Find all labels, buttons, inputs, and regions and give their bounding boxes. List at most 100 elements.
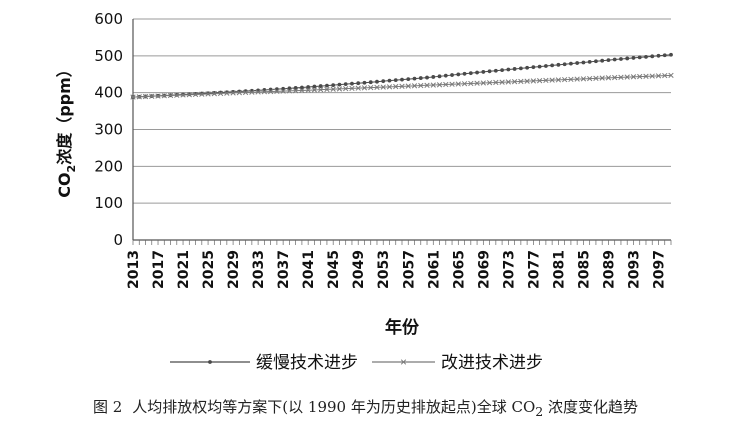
marker-stroke: [374, 84, 380, 91]
series-1-point: [556, 62, 561, 67]
marker-stroke: [612, 74, 618, 81]
x-tick-label: 2089: [601, 250, 617, 289]
series-2-point: [130, 94, 136, 100]
marker-stroke: [511, 79, 518, 85]
series-2-point: [349, 85, 355, 92]
series-2-point: [374, 84, 380, 91]
series-2-point: [505, 79, 512, 85]
series-2-point: [549, 77, 555, 83]
marker-stroke: [330, 86, 336, 92]
marker-stroke: [380, 84, 386, 90]
marker-stroke: [349, 85, 355, 92]
figure-number: 图 2: [92, 398, 123, 416]
marker-stroke: [267, 88, 274, 95]
series-1-point: [337, 82, 342, 87]
marker-stroke: [355, 85, 361, 91]
series-1-point: [594, 59, 598, 64]
marker-stroke: [149, 93, 155, 99]
series-2-point: [324, 86, 330, 93]
series-2-point: [443, 81, 449, 88]
x-tick-label: 2081: [551, 250, 567, 289]
x-axis-title: 年份: [385, 317, 420, 338]
series-1-point: [650, 54, 655, 59]
marker-stroke: [499, 79, 505, 85]
series-1-point: [612, 57, 617, 62]
series-2-point: [217, 90, 224, 97]
marker-stroke: [192, 91, 199, 98]
marker-stroke: [318, 87, 324, 93]
series-2-point: [605, 75, 612, 81]
series-2-point: [668, 72, 674, 79]
series-2-point: [242, 89, 249, 96]
series-2-point: [561, 76, 568, 83]
marker-stroke: [280, 88, 286, 94]
series-1-point: [393, 78, 398, 83]
series-2-point: [393, 83, 399, 90]
series-1-point: [331, 83, 336, 88]
series-2-point: [449, 81, 455, 87]
series-2-point: [336, 86, 343, 92]
x-tick-label: 2013: [126, 250, 142, 289]
series-2-point: [536, 78, 543, 84]
series-2-point: [161, 93, 167, 99]
y-tick-label: 100: [94, 194, 123, 212]
series-2-point: [493, 79, 499, 86]
y-axis-title-suffix: 浓度（ppm）: [55, 61, 74, 165]
series-2-point: [543, 77, 549, 84]
x-tick-label: 2029: [226, 250, 242, 289]
marker-stroke: [443, 81, 449, 88]
marker-stroke: [274, 88, 280, 94]
marker-stroke: [480, 80, 486, 86]
y-tick-label: 500: [94, 47, 123, 65]
legend-label: 改进技术进步: [441, 353, 543, 373]
marker-stroke: [242, 89, 249, 96]
marker-stroke: [236, 90, 243, 96]
marker-stroke: [649, 73, 655, 79]
marker-stroke: [643, 73, 649, 79]
series-2-point: [330, 86, 336, 92]
marker-stroke: [518, 78, 524, 85]
marker-stroke: [368, 84, 374, 91]
series-1-point: [481, 70, 486, 74]
series-2-point: [167, 92, 174, 99]
marker-stroke: [292, 88, 299, 94]
series-1-point: [575, 61, 580, 65]
series-2-point: [211, 91, 217, 97]
marker-stroke: [561, 76, 568, 83]
x-tick-label: 2017: [151, 250, 167, 289]
x-tick-label: 2053: [376, 250, 392, 289]
x-tick-label: 2065: [451, 250, 467, 289]
x-tick-label: 2077: [526, 250, 542, 289]
series-1-point: [418, 76, 423, 80]
series-2-point: [149, 93, 155, 99]
x-tick-label: 2073: [501, 250, 517, 289]
series-2-point: [380, 84, 386, 90]
marker-stroke: [255, 89, 261, 95]
y-axis-title: CO2浓度（ppm）: [55, 61, 78, 198]
series-1-point: [450, 73, 454, 77]
marker-stroke: [211, 91, 217, 97]
marker-stroke: [430, 82, 436, 88]
series-1-point: [362, 80, 367, 85]
series-1-point: [587, 59, 592, 64]
series-2-point: [630, 74, 637, 80]
series-2-point: [430, 82, 436, 88]
series-2-point: [486, 80, 493, 86]
marker-stroke: [424, 82, 430, 88]
x-tick-label: 2085: [576, 250, 592, 289]
marker-stroke: [167, 92, 174, 99]
series-2-point: [186, 92, 192, 98]
series-2-point: [205, 91, 211, 97]
series-1-point: [412, 76, 417, 81]
marker-stroke: [555, 77, 562, 83]
series-2-point: [643, 73, 649, 79]
series-1-point: [381, 79, 386, 84]
marker-stroke: [468, 80, 474, 87]
series-2-point: [142, 93, 149, 100]
legend-marker: [400, 359, 407, 365]
series-2-point: [399, 83, 405, 89]
series-1-point: [443, 73, 448, 78]
series-2-point: [474, 80, 480, 86]
series-2-point: [424, 82, 430, 88]
marker-stroke: [587, 75, 593, 82]
